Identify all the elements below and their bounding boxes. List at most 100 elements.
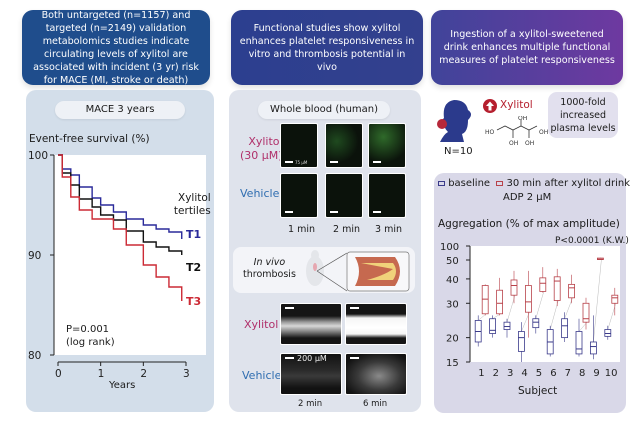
in-vivo-label: In vivo thrombosis [243, 257, 296, 281]
thrombosis-vehicle-2min: 200 µM [280, 353, 342, 395]
micrograph-vehicle-3min [368, 173, 406, 218]
xylitol-label: Xylitol [500, 99, 533, 111]
box [496, 289, 503, 315]
thrombo-scale-label: 200 µM [297, 354, 327, 363]
connector-line [593, 259, 602, 342]
oh-label: OH [509, 140, 518, 147]
row-label: (30 µM) [240, 149, 283, 162]
x-tick-label: 5 [536, 368, 542, 379]
thrombosis-xylitol-2min [280, 303, 342, 345]
y-tick-label: 30 [446, 299, 459, 310]
p-value: P=0.001 [66, 324, 110, 335]
connector-line [535, 291, 545, 319]
thrombo-label-xylitol: Xylitol [244, 318, 279, 331]
label-xylitol-30um: Xylitol (30 µM) [240, 135, 283, 163]
survival-ylabel: Event-free survival (%) [29, 133, 150, 145]
box [539, 277, 547, 292]
oh-label: OH [539, 129, 548, 136]
connector-line [492, 313, 501, 319]
box-post-subject-10 [611, 287, 619, 316]
fold-text: increased [559, 110, 607, 121]
x-tick-label: 1 [478, 368, 484, 379]
box [553, 276, 561, 301]
box-post-subject-5 [539, 267, 547, 293]
legend-post: 30 min after xylitol drink [506, 178, 630, 189]
oh-label: OH [525, 140, 534, 147]
box-baseline-subject-6 [546, 325, 554, 357]
connector-line [578, 322, 588, 332]
x-tick-label: 9 [593, 368, 599, 379]
x-tick-label: 7 [565, 368, 571, 379]
box-baseline-subject-9 [589, 315, 597, 360]
y-tick-label: 100 [28, 150, 48, 162]
x-tick-label: 1 [98, 368, 105, 380]
connector-line [521, 312, 530, 332]
pill-whole-blood: Whole blood (human) [258, 101, 390, 119]
box-baseline-subject-3 [503, 318, 511, 338]
survival-line-t3 [58, 154, 183, 301]
survival-chart: 80 90 100 0 1 2 3 [28, 150, 206, 380]
label-t2: T2 [186, 261, 202, 274]
box-post-subject-7 [568, 274, 576, 304]
x-tick-label: 8 [579, 368, 585, 379]
box-baseline-subject-4 [518, 322, 525, 362]
box-post-subject-1 [481, 284, 489, 316]
y-tick-label: 90 [28, 250, 41, 262]
micrograph-xylitol-1min: 75 µM [280, 123, 318, 168]
box-baseline-subject-5 [532, 315, 540, 334]
box [561, 318, 568, 339]
box-legend: baseline 30 min after xylitol drink [438, 178, 630, 189]
oh-label: OH [518, 116, 527, 122]
logrank-annotation: P=0.001 (log rank) [66, 323, 115, 349]
box [525, 285, 532, 313]
x-tick-label: 3 [183, 368, 190, 380]
n-label: N=10 [444, 146, 473, 157]
kw-stat: P<0.0001 (K.W.) [555, 236, 629, 246]
micrograph-xylitol-3min [368, 123, 406, 168]
x-tick-label: 6 [550, 368, 556, 379]
thrombo-time-6min: 6 min [363, 399, 388, 409]
row-label: Xylitol [248, 135, 283, 148]
x-tick-label: 2 [493, 368, 499, 379]
time-3min: 3 min [375, 224, 402, 235]
x-tick-label: 4 [521, 368, 527, 379]
box-baseline-subject-8 [575, 318, 583, 357]
fold-text: 1000-fold [560, 97, 606, 108]
micrograph-vehicle-1min [280, 173, 318, 218]
box [510, 279, 518, 296]
thrombosis-vehicle-6min [345, 353, 407, 395]
header-ingestion: Ingestion of a xylitol-sweetened drink e… [431, 10, 623, 85]
agonist-label: ADP 2 µM [503, 192, 552, 203]
label-t3: T3 [186, 295, 202, 308]
time-1min: 1 min [288, 224, 315, 235]
box-baseline-subject-2 [489, 315, 496, 338]
box [481, 285, 489, 315]
box-baseline-subject-1 [474, 315, 482, 347]
fold-increase-box: 1000-fold increased plasma levels [548, 92, 618, 138]
box [532, 318, 540, 329]
box-baseline-subject-7 [561, 312, 568, 342]
xylitol-structure: HO OH OH OH OH [485, 116, 548, 147]
y-tick-label: 40 [446, 275, 459, 286]
connector-line [478, 313, 487, 321]
person-drinking-icon [437, 100, 471, 142]
box [604, 329, 612, 337]
aggregation-ylabel: Aggregation (% of max amplitude) [438, 218, 620, 230]
oh-label: HO [485, 129, 495, 136]
x-tick-label: 0 [55, 368, 62, 380]
test-name: (log rank) [66, 337, 115, 348]
box [575, 331, 583, 355]
post-swatch-icon [496, 180, 504, 186]
box [518, 331, 525, 352]
in-vivo-text: In vivo [253, 257, 286, 268]
box-post-subject-8 [582, 297, 590, 330]
box-post-subject-6 [553, 268, 561, 307]
scale-label: 75 µM [295, 160, 308, 165]
box [568, 283, 576, 299]
box-post-subject-2 [496, 277, 503, 316]
box [582, 302, 590, 323]
time-2min: 2 min [333, 224, 360, 235]
mouse-icon [306, 250, 324, 286]
box [489, 318, 496, 334]
survival-xlabel: Years [109, 380, 136, 391]
